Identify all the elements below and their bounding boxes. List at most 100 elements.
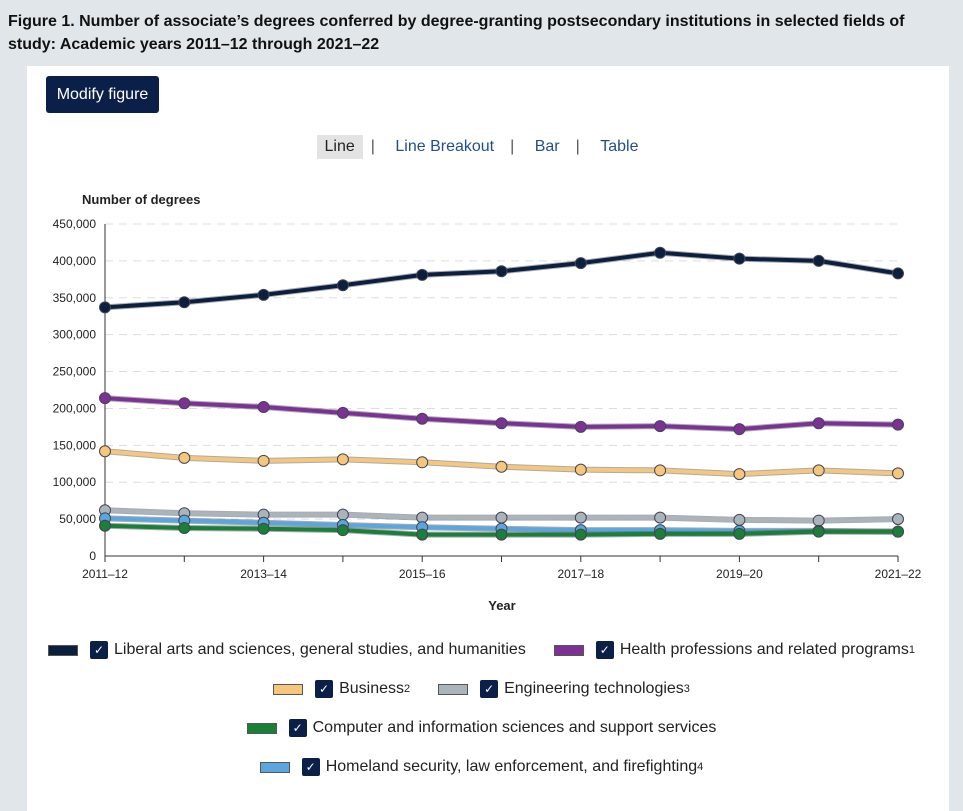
data-point bbox=[495, 265, 508, 278]
y-tick-label: 300,000 bbox=[53, 328, 97, 342]
legend-label: Health professions and related programs bbox=[619, 641, 909, 658]
y-tick-label: 450,000 bbox=[53, 217, 97, 231]
data-point bbox=[416, 412, 429, 425]
data-point bbox=[733, 468, 746, 481]
legend-row: ✓ Homeland security, law enforcement, and… bbox=[0, 758, 963, 778]
data-point bbox=[336, 279, 349, 292]
data-point bbox=[178, 521, 191, 534]
data-point bbox=[654, 464, 667, 477]
tab-separator: | bbox=[370, 138, 375, 155]
data-point bbox=[574, 420, 587, 433]
y-tick-label: 0 bbox=[89, 549, 96, 563]
data-point bbox=[892, 267, 904, 280]
legend-row: ✓ Computer and information sciences and s… bbox=[0, 719, 963, 739]
data-point bbox=[733, 423, 746, 436]
data-point bbox=[892, 513, 904, 526]
tab-bar[interactable]: Bar bbox=[534, 138, 560, 155]
x-tick-label: 2019–20 bbox=[716, 567, 763, 581]
line-chart: 0 50,000 100,000 150,000 200,000 250,000 300,0… bbox=[53, 192, 922, 613]
data-point bbox=[733, 527, 746, 540]
legend-item[interactable]: ✓ Business 2 bbox=[273, 680, 410, 698]
x-tick-label: 2013–14 bbox=[240, 567, 287, 581]
data-point bbox=[733, 513, 746, 526]
legend-item[interactable]: ✓ Computer and information sciences and s… bbox=[246, 719, 717, 737]
data-point bbox=[336, 524, 349, 537]
data-point bbox=[892, 525, 904, 538]
legend-label: Homeland security, law enforcement, and … bbox=[325, 758, 698, 775]
data-point bbox=[178, 397, 191, 410]
y-tick-label: 250,000 bbox=[53, 365, 97, 379]
data-point bbox=[654, 511, 667, 524]
data-point bbox=[733, 252, 746, 265]
legend-item[interactable]: ✓ Engineering technologies 3 bbox=[438, 680, 690, 698]
legend-row: ✓ Liberal arts and sciences, general stud… bbox=[0, 641, 963, 661]
data-point bbox=[178, 451, 191, 464]
data-point bbox=[416, 268, 429, 281]
y-tick-label: 50,000 bbox=[59, 512, 96, 526]
tab-line-breakout[interactable]: Line Breakout bbox=[395, 138, 495, 155]
legend-checkbox[interactable]: ✓ bbox=[315, 680, 334, 698]
x-tick-label: 2021–22 bbox=[875, 567, 922, 581]
data-point bbox=[257, 400, 270, 413]
y-tick-label: 350,000 bbox=[53, 291, 97, 305]
data-point bbox=[812, 514, 825, 527]
footnote-marker: 3 bbox=[683, 683, 690, 695]
y-tick-label: 400,000 bbox=[53, 254, 97, 268]
data-point bbox=[654, 527, 667, 540]
data-point bbox=[812, 417, 825, 430]
data-point bbox=[336, 453, 349, 466]
footnote-marker: 1 bbox=[908, 644, 915, 656]
legend-label: Business bbox=[339, 680, 404, 697]
legend-label: Engineering technologies bbox=[504, 680, 684, 697]
data-point bbox=[574, 257, 587, 270]
data-point bbox=[336, 406, 349, 419]
data-point bbox=[416, 528, 429, 541]
x-axis-title: Year bbox=[488, 598, 515, 613]
legend-label: Computer and information sciences and su… bbox=[312, 719, 717, 736]
data-point bbox=[99, 445, 111, 458]
data-point bbox=[892, 418, 904, 431]
y-axis-title: Number of degrees bbox=[82, 192, 200, 207]
legend-swatch bbox=[553, 644, 584, 656]
data-point bbox=[892, 467, 904, 480]
view-tabs: Line | Line Breakout | Bar | Table bbox=[0, 135, 963, 159]
y-tick-label: 200,000 bbox=[53, 401, 97, 415]
data-point bbox=[495, 460, 508, 473]
legend-checkbox[interactable]: ✓ bbox=[301, 758, 320, 776]
legend-checkbox[interactable]: ✓ bbox=[480, 680, 499, 698]
data-point bbox=[257, 522, 270, 535]
x-tick-label: 2011–12 bbox=[82, 567, 128, 581]
legend-swatch bbox=[48, 644, 79, 656]
legend-checkbox[interactable]: ✓ bbox=[288, 719, 307, 737]
legend-swatch bbox=[246, 722, 277, 734]
tab-line[interactable]: Line bbox=[316, 135, 363, 159]
tab-separator: | bbox=[510, 138, 515, 155]
data-point bbox=[812, 464, 825, 477]
data-point bbox=[495, 528, 508, 541]
figure-title: Figure 1. Number of associate’s degrees … bbox=[8, 13, 905, 53]
data-point bbox=[495, 511, 508, 524]
y-tick-label: 100,000 bbox=[53, 475, 97, 489]
data-point bbox=[416, 456, 429, 469]
tab-separator: | bbox=[575, 138, 580, 155]
legend-swatch bbox=[438, 683, 469, 695]
data-point bbox=[99, 301, 111, 314]
data-point bbox=[574, 511, 587, 524]
legend-swatch bbox=[259, 761, 290, 773]
legend-item[interactable]: ✓ Homeland security, law enforcement, and… bbox=[259, 758, 703, 776]
legend-item[interactable]: ✓ Health professions and related programs… bbox=[553, 641, 915, 659]
data-point bbox=[178, 296, 191, 309]
legend-checkbox[interactable]: ✓ bbox=[90, 641, 109, 659]
data-point bbox=[654, 420, 667, 433]
data-point bbox=[574, 528, 587, 541]
legend-item[interactable]: ✓ Liberal arts and sciences, general stud… bbox=[48, 641, 526, 659]
y-tick-label: 150,000 bbox=[53, 438, 97, 452]
x-tick-label: 2015–16 bbox=[399, 567, 446, 581]
legend-swatch bbox=[273, 683, 304, 695]
legend-checkbox[interactable]: ✓ bbox=[595, 641, 614, 659]
data-point bbox=[574, 463, 587, 476]
tab-table[interactable]: Table bbox=[600, 138, 639, 155]
modify-figure-button[interactable]: Modify figure bbox=[46, 76, 159, 113]
data-point bbox=[495, 417, 508, 430]
data-point bbox=[812, 254, 825, 267]
